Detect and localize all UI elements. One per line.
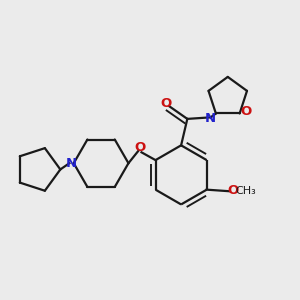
Text: O: O: [227, 184, 238, 197]
Text: O: O: [161, 98, 172, 110]
Text: O: O: [134, 141, 146, 154]
Text: CH₃: CH₃: [235, 186, 256, 196]
Text: N: N: [205, 112, 216, 125]
Text: N: N: [66, 157, 77, 170]
Text: O: O: [240, 105, 251, 119]
